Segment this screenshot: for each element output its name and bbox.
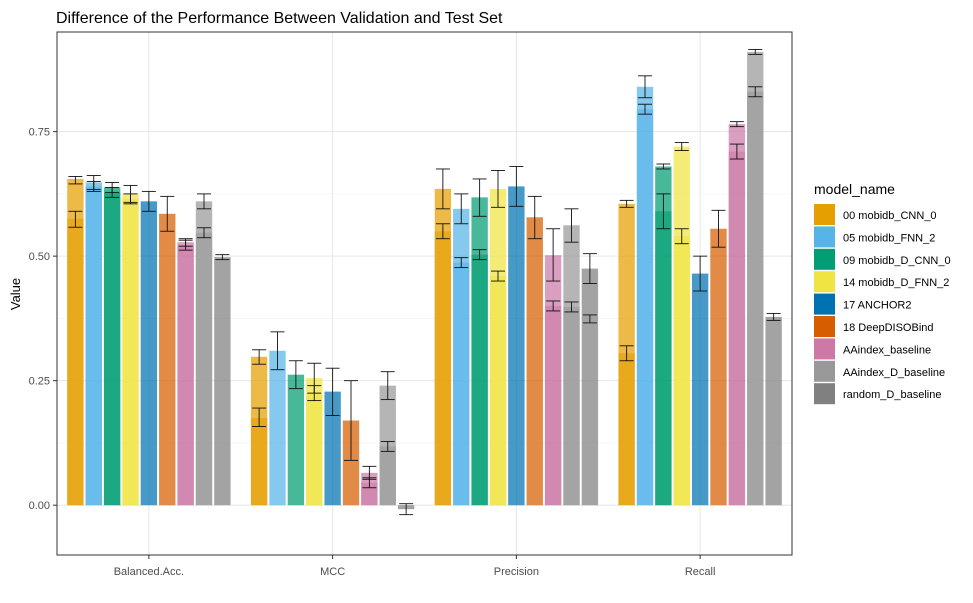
legend-item-label: 17 ANCHOR2 [843, 300, 911, 312]
bar-outer [214, 257, 231, 506]
bar-inner [306, 393, 323, 506]
legend-title: model_name [814, 181, 895, 197]
bar-inner [195, 232, 213, 506]
y-tick-label: 0.75 [29, 127, 50, 139]
bar-outer [765, 316, 782, 506]
y-axis: 0.00 0.25 0.50 0.75 [29, 127, 57, 512]
bar-inner [122, 198, 139, 506]
legend-swatch [814, 204, 835, 225]
x-tick-label: Recall [685, 566, 716, 578]
legend: model_name 00 mobidb_CNN_0 05 mobidb_FNN_… [814, 181, 951, 405]
y-tick-label: 0.25 [29, 376, 50, 388]
chart-title: Difference of the Performance Between Va… [56, 10, 503, 27]
bar-inner [489, 276, 507, 506]
legend-item-label: 09 mobidb_D_CNN_0 [843, 255, 951, 267]
legend-item-label: random_D_baseline [843, 389, 941, 401]
legend-item-label: 18 DeepDISOBind [843, 322, 934, 334]
legend-swatch [814, 338, 835, 360]
bar-outer [140, 201, 158, 506]
x-axis: Balanced.Acc. MCC Precision Recall [114, 555, 716, 578]
bar-outer [269, 350, 286, 506]
bar-inner [379, 446, 396, 506]
bar-inner [67, 218, 84, 506]
x-tick-label: Precision [494, 566, 539, 578]
legend-item-label: 14 mobidb_D_FNN_2 [843, 277, 949, 289]
bar-outer [324, 391, 341, 506]
legend-item-label: 05 mobidb_FNN_2 [843, 232, 935, 244]
bar-inner [636, 109, 654, 506]
legend-swatch [814, 360, 835, 382]
y-tick-label: 0.50 [29, 251, 50, 263]
legend-item-label: 00 mobidb_CNN_0 [843, 210, 937, 222]
panel-border [56, 31, 793, 556]
legend-swatch [814, 293, 835, 315]
legend-swatch [814, 271, 835, 293]
legend-item-label: AAindex_baseline [843, 344, 931, 356]
bar-inner [563, 306, 580, 506]
legend-item-label: AAindex_D_baseline [843, 367, 945, 379]
bar-outer [342, 420, 360, 506]
legend-swatch [814, 383, 835, 405]
bars [67, 51, 782, 510]
bar-outer [159, 213, 176, 506]
bar-outer [691, 273, 709, 506]
bar-inner [728, 151, 746, 506]
bar-inner [434, 231, 452, 506]
bar-inner [453, 262, 470, 506]
bar-outer [508, 186, 525, 506]
error-bars [68, 48, 781, 516]
bar-outer [710, 228, 727, 506]
legend-swatch [814, 226, 835, 248]
bar-inner [655, 211, 672, 506]
bar-inner [103, 192, 121, 506]
bar-inner [673, 236, 690, 506]
bar-inner [177, 245, 194, 506]
bar-outer [287, 374, 305, 506]
x-tick-label: Balanced.Acc. [114, 566, 184, 578]
bar-inner [544, 305, 562, 506]
y-axis-label: Value [8, 278, 23, 310]
bar-inner [361, 482, 378, 506]
y-tick-label: 0.00 [29, 500, 50, 512]
bar-outer [526, 217, 543, 506]
legend-swatch [814, 248, 835, 270]
bar-outer [581, 268, 599, 506]
bar-inner [747, 91, 764, 506]
bar-inner [471, 254, 488, 506]
bar-inner [618, 353, 635, 506]
x-tick-label: MCC [320, 566, 345, 578]
bar-inner [85, 186, 102, 506]
bar-inner [250, 418, 268, 506]
legend-swatch [814, 316, 835, 337]
